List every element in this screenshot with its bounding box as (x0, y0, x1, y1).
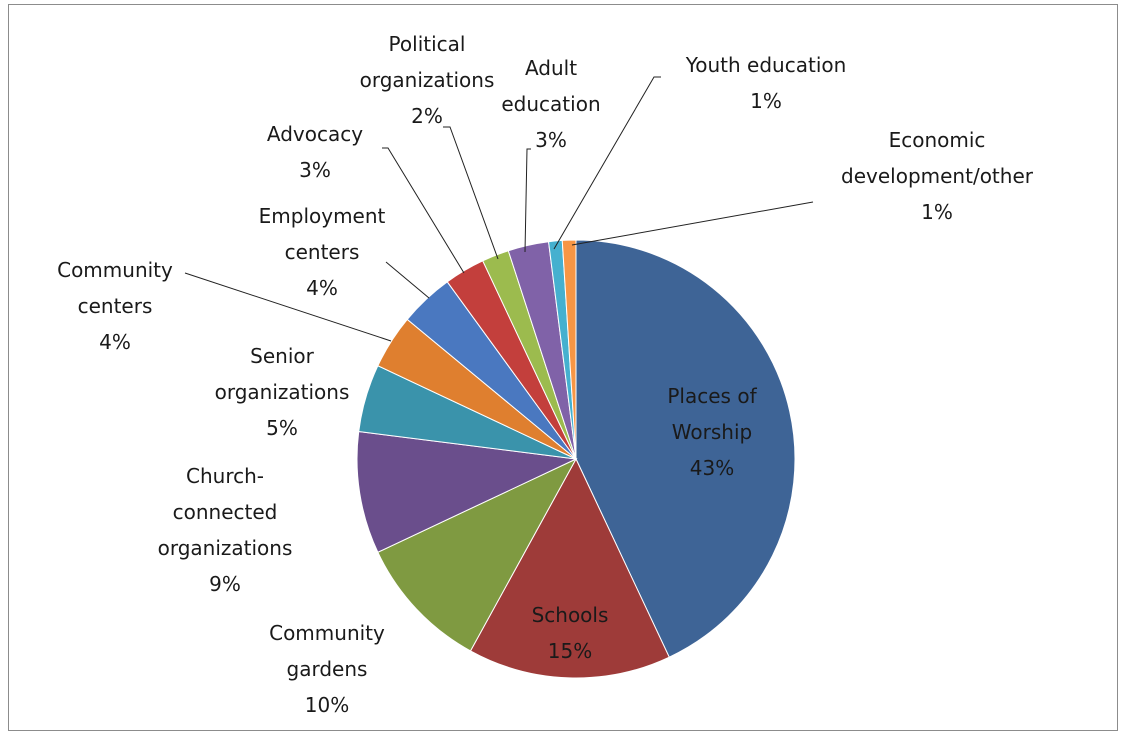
data-label-church-connected-organizations: Church-connected organizations 9% (158, 464, 293, 596)
data-label-community-centers: Community centers 4% (57, 258, 173, 354)
leader-line-advocacy (382, 147, 465, 274)
data-label-community-gardens: Community gardens 10% (269, 621, 385, 717)
pie-slice-economic-development-other (561, 239, 577, 460)
data-label-senior-organizations: Senior organizations 5% (215, 344, 350, 440)
data-label-youth-education: Youth education 1% (685, 53, 847, 113)
data-label-adult-education: Adult education 3% (501, 56, 600, 152)
leader-line-political-organizations (443, 126, 499, 260)
data-label-economic-development-other: Economic development/other 1% (841, 128, 1034, 224)
leader-line-adult-education (524, 148, 531, 253)
data-label-places-of-worship: Places of Worship 43% (667, 384, 757, 480)
pie-slice-places-of-worship (575, 239, 796, 658)
pie-chart: Places of Worship 43% Schools 15% Community ga… (57, 32, 1034, 717)
data-label-political-organizations: Political organizations 2% (360, 32, 495, 128)
leader-line-community-centers (184, 272, 392, 342)
leader-line-employment-centers (385, 261, 430, 299)
data-label-schools: Schools 15% (532, 603, 609, 663)
data-labels: Places of Worship 43% Schools 15% Community ga… (57, 32, 1034, 717)
pie-slices (356, 239, 796, 679)
pie-slice-church-connected-organizations (356, 430, 578, 553)
leader-line-economic-development-other (571, 201, 814, 246)
data-label-advocacy: Advocacy 3% (267, 122, 363, 182)
pie-slice-schools (469, 457, 670, 679)
chart-area: Places of Worship 43% Schools 15% Community ga… (8, 4, 1118, 731)
pie-slice-community-gardens (377, 457, 578, 652)
data-label-employment-centers: Employment centers 4% (259, 204, 386, 300)
leader-lines (184, 76, 814, 342)
leader-line-youth-education (553, 76, 661, 250)
